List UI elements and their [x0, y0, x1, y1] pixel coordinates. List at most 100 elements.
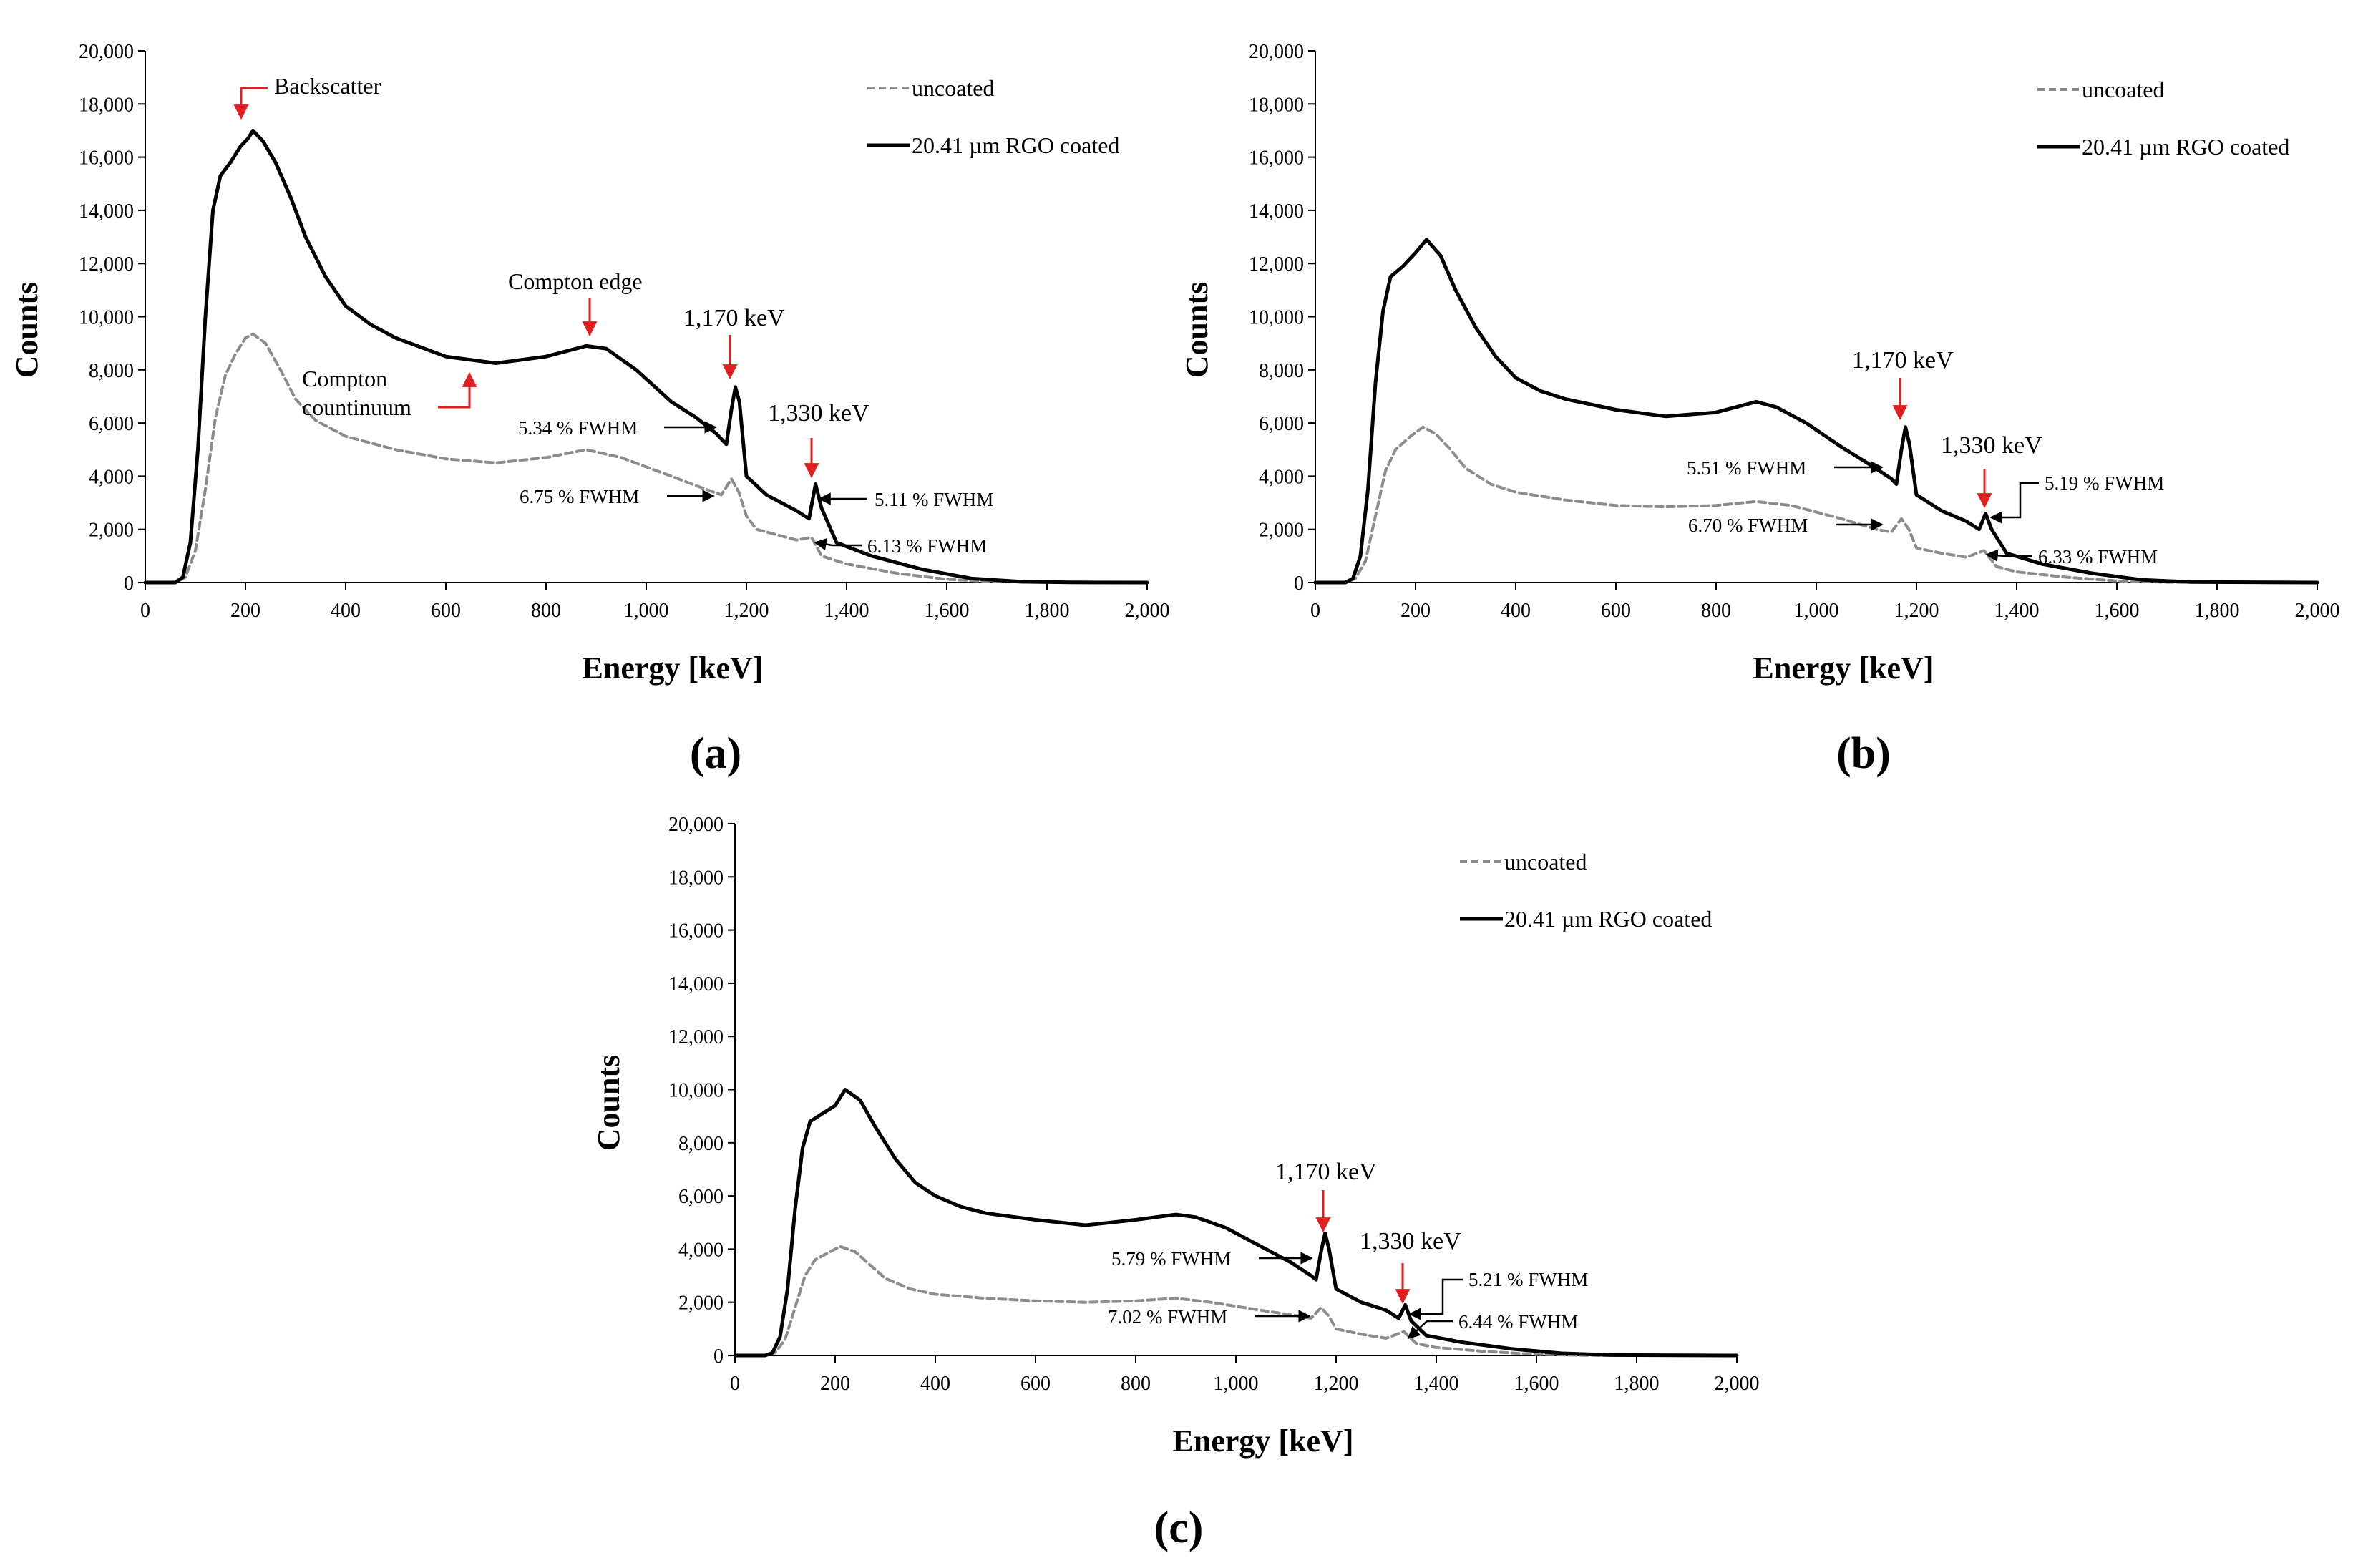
- x-tick-label: 600: [431, 600, 461, 622]
- panel-c-legend: uncoated 20.41 µm RGO coated: [1460, 849, 1712, 932]
- panel-c-label: (c): [1154, 1504, 1204, 1552]
- x-tick-label: 0: [1310, 600, 1320, 622]
- series-coated-line: [733, 1088, 1739, 1358]
- legend-uncoated-label: uncoated: [2082, 77, 2165, 102]
- annotation-1170kev: 1,170 keV: [1852, 347, 1954, 374]
- x-tick-label: 1,200: [1314, 1373, 1359, 1395]
- y-axis-title: Counts: [591, 1055, 626, 1151]
- x-tick-label: 800: [531, 600, 561, 622]
- annotation-fwhm-coated-1170: 5.34 % FWHM: [518, 417, 638, 439]
- y-tick-label: 4,000: [89, 466, 134, 488]
- annotation-fwhm-coated-1330: 5.11 % FWHM: [875, 489, 993, 510]
- y-tick-label: 8,000: [89, 360, 134, 382]
- arrow-fwhm-coated-1330: [1989, 482, 2039, 524]
- x-tick-label: 400: [1501, 600, 1531, 622]
- y-tick-label: 14,000: [668, 973, 724, 995]
- series-coated-line: [143, 129, 1149, 585]
- panel-b-label: (b): [1836, 729, 1891, 778]
- y-tick-label: 0: [713, 1345, 724, 1368]
- panel-b: 0 2,000 4,000 6,000 8,000 10,000 12,000 14,000 1…: [1179, 41, 2340, 778]
- x-tick-label: 1,000: [1214, 1373, 1259, 1395]
- series-uncoated-line: [734, 1245, 1738, 1357]
- annotation-fwhm-coated-1170: 5.79 % FWHM: [1111, 1248, 1231, 1270]
- annotation-1330kev: 1,330 keV: [768, 400, 869, 427]
- x-tick-label: 1,800: [1025, 600, 1070, 622]
- annotation-fwhm-coated-1330: 5.19 % FWHM: [2045, 472, 2164, 494]
- y-axis-title: Counts: [1179, 282, 1214, 379]
- annotation-1330kev: 1,330 keV: [1360, 1228, 1461, 1255]
- x-tick-label: 1,400: [824, 600, 869, 622]
- y-tick-label: 12,000: [668, 1026, 724, 1048]
- x-tick-label: 400: [920, 1373, 950, 1395]
- x-tick-label: 800: [1701, 600, 1731, 622]
- annotation-fwhm-uncoated-1170: 7.02 % FWHM: [1108, 1306, 1227, 1328]
- annotation-compton: Compton: [302, 366, 387, 391]
- y-tick-label: 6,000: [678, 1186, 724, 1208]
- y-tick-label: 12,000: [1249, 253, 1304, 276]
- y-tick-label: 20,000: [1249, 41, 1304, 63]
- y-tick-label: 20,000: [668, 814, 724, 836]
- x-tick-label: 2,000: [1715, 1373, 1760, 1395]
- panel-a-annotations: Backscatter Compton edge Compton countin…: [233, 73, 993, 557]
- x-axis-title: Energy [keV]: [1753, 651, 1934, 686]
- x-tick-label: 2,000: [1125, 600, 1170, 622]
- y-tick-label: 14,000: [1249, 200, 1304, 223]
- annotation-backscatter: Backscatter: [274, 73, 381, 99]
- x-tick-label: 1,400: [1414, 1373, 1459, 1395]
- legend-coated-label: 20.41 µm RGO coated: [2082, 134, 2289, 160]
- x-tick-label: 200: [820, 1373, 850, 1395]
- x-tick-label: 1,800: [1614, 1373, 1660, 1395]
- x-tick-label: 200: [1400, 600, 1431, 622]
- annotation-fwhm-uncoated-1330: 6.44 % FWHM: [1458, 1311, 1578, 1333]
- x-tick-label: 400: [331, 600, 361, 622]
- annotation-fwhm-coated-1330: 5.21 % FWHM: [1468, 1269, 1588, 1290]
- y-tick-label: 8,000: [1259, 360, 1304, 382]
- y-tick-label: 2,000: [678, 1292, 724, 1315]
- y-tick-label: 16,000: [1249, 147, 1304, 170]
- x-tick-label: 1,200: [724, 600, 769, 622]
- panel-b-plot: 0 2,000 4,000 6,000 8,000 10,000 12,000 14,000 1…: [1179, 41, 2340, 686]
- annotation-1330kev: 1,330 keV: [1941, 432, 2042, 459]
- x-tick-label: 1,000: [1794, 600, 1839, 622]
- x-axis-title: Energy [keV]: [583, 651, 764, 686]
- y-tick-label: 16,000: [668, 920, 724, 943]
- annotation-1170kev: 1,170 keV: [1275, 1159, 1377, 1185]
- x-tick-label: 1,600: [925, 600, 970, 622]
- y-tick-label: 10,000: [1249, 307, 1304, 329]
- y-tick-label: 4,000: [678, 1239, 724, 1261]
- arrow-fwhm-uncoated-1330: [1407, 1320, 1453, 1340]
- x-tick-label: 600: [1601, 600, 1631, 622]
- legend-coated-label: 20.41 µm RGO coated: [912, 132, 1119, 158]
- x-tick-label: 1,600: [2095, 600, 2140, 622]
- x-tick-label: 0: [730, 1373, 740, 1395]
- annotation-compton-edge: Compton edge: [508, 268, 643, 294]
- x-tick-label: 200: [230, 600, 260, 622]
- legend-coated-label: 20.41 µm RGO coated: [1504, 906, 1712, 932]
- legend-uncoated-label: uncoated: [1504, 849, 1587, 875]
- y-tick-label: 18,000: [668, 867, 724, 889]
- y-tick-label: 0: [1294, 573, 1304, 595]
- y-tick-label: 10,000: [79, 307, 134, 329]
- panel-a-plot: 0 2,000 4,000 6,000 8,000 10,000 12,000 14,000 1…: [9, 41, 1170, 686]
- y-tick-label: 6,000: [89, 413, 134, 435]
- series-uncoated-line: [1314, 425, 2319, 584]
- y-tick-label: 6,000: [1259, 413, 1304, 435]
- arrow-fwhm-uncoated-1330: [1985, 549, 2032, 562]
- y-axis-title: Counts: [9, 282, 44, 379]
- annotation-fwhm-coated-1170: 5.51 % FWHM: [1687, 457, 1806, 479]
- annotation-countinuum: countinuum: [302, 394, 411, 420]
- annotation-fwhm-uncoated-1170: 6.75 % FWHM: [520, 486, 639, 507]
- y-tick-label: 16,000: [79, 147, 134, 170]
- y-tick-label: 18,000: [79, 94, 134, 116]
- y-tick-label: 10,000: [668, 1080, 724, 1102]
- x-tick-label: 2,000: [2295, 600, 2340, 622]
- series-coated-line: [1313, 238, 2319, 585]
- arrow-backscatter: [233, 87, 268, 120]
- panel-a-label: (a): [690, 729, 741, 778]
- y-tick-label: 20,000: [79, 41, 134, 63]
- y-tick-label: 12,000: [79, 253, 134, 276]
- x-tick-label: 0: [140, 600, 150, 622]
- y-tick-label: 8,000: [678, 1133, 724, 1155]
- y-tick-label: 18,000: [1249, 94, 1304, 116]
